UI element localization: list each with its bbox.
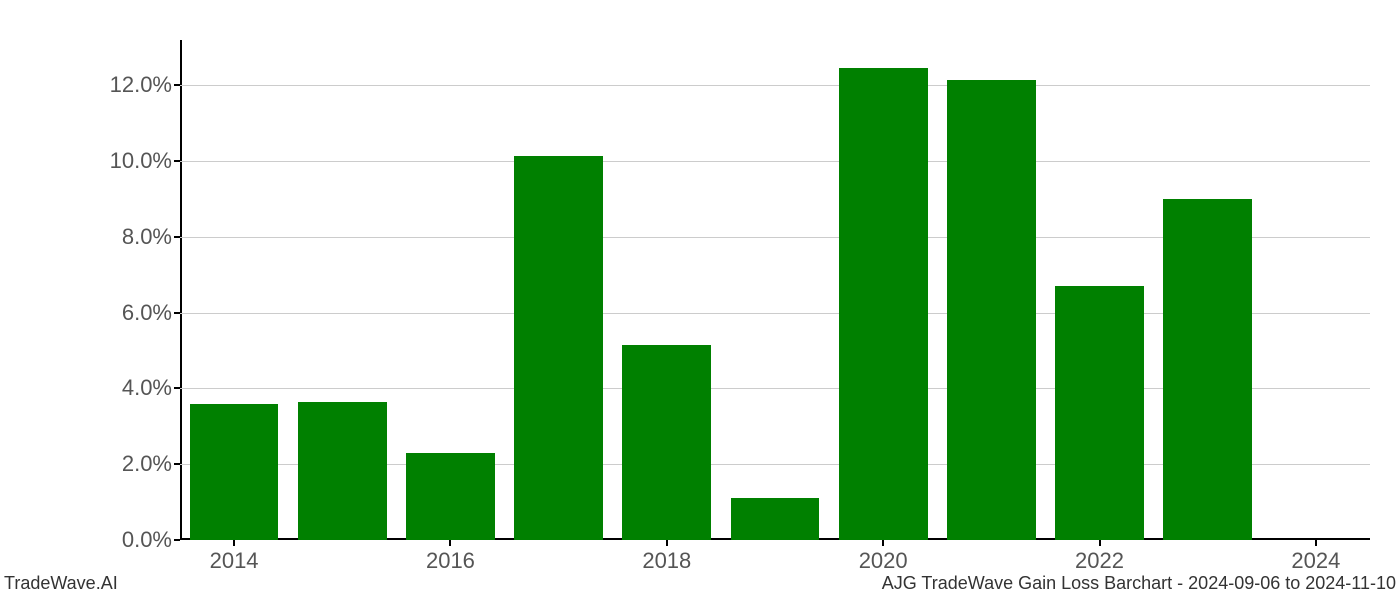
x-tick-label: 2016 — [426, 548, 475, 574]
y-tick-label: 0.0% — [122, 527, 172, 553]
y-tick-mark — [174, 539, 180, 541]
bar-2019 — [731, 498, 820, 540]
bar-2018 — [622, 345, 711, 540]
y-tick-label: 4.0% — [122, 375, 172, 401]
bar-2022 — [1055, 286, 1144, 540]
y-tick-mark — [174, 463, 180, 465]
y-tick-label: 10.0% — [110, 148, 172, 174]
grid-line — [180, 85, 1370, 86]
bar-2021 — [947, 80, 1036, 540]
y-tick-mark — [174, 236, 180, 238]
bar-2014 — [190, 404, 279, 540]
x-tick-mark — [882, 540, 884, 546]
x-tick-mark — [449, 540, 451, 546]
x-tick-label: 2018 — [642, 548, 691, 574]
x-tick-mark — [233, 540, 235, 546]
x-tick-mark — [666, 540, 668, 546]
x-tick-label: 2014 — [210, 548, 259, 574]
y-tick-label: 8.0% — [122, 224, 172, 250]
plot-area — [180, 40, 1370, 540]
footer-left: TradeWave.AI — [4, 573, 118, 594]
chart-container: TradeWave.AI AJG TradeWave Gain Loss Bar… — [0, 0, 1400, 600]
x-tick-mark — [1099, 540, 1101, 546]
bar-2020 — [839, 68, 928, 540]
grid-line — [180, 161, 1370, 162]
y-tick-label: 6.0% — [122, 300, 172, 326]
bar-2015 — [298, 402, 387, 540]
y-tick-label: 2.0% — [122, 451, 172, 477]
bar-2016 — [406, 453, 495, 540]
footer-right: AJG TradeWave Gain Loss Barchart - 2024-… — [882, 573, 1396, 594]
bar-2017 — [514, 156, 603, 540]
y-tick-mark — [174, 160, 180, 162]
x-tick-mark — [1315, 540, 1317, 546]
y-tick-label: 12.0% — [110, 72, 172, 98]
x-tick-label: 2022 — [1075, 548, 1124, 574]
bar-2023 — [1163, 199, 1252, 540]
x-tick-label: 2024 — [1291, 548, 1340, 574]
y-tick-mark — [174, 387, 180, 389]
x-tick-label: 2020 — [859, 548, 908, 574]
y-tick-mark — [174, 312, 180, 314]
y-tick-mark — [174, 84, 180, 86]
